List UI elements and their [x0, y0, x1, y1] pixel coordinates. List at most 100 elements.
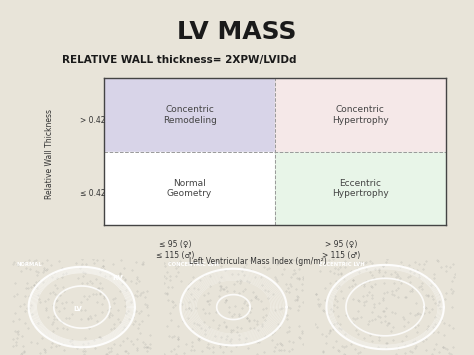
Point: [189, 343, 196, 349]
Point: [133, 337, 141, 342]
Text: > 95 (♀)
> 115 (♂): > 95 (♀) > 115 (♂): [322, 240, 360, 261]
Point: [84, 316, 92, 322]
Point: [193, 305, 201, 310]
Point: [349, 321, 357, 326]
Text: Normal
Geometry: Normal Geometry: [167, 179, 212, 198]
Text: LV: LV: [73, 306, 82, 312]
Point: [197, 277, 204, 283]
Point: [377, 320, 384, 325]
Point: [240, 301, 248, 306]
Point: [210, 344, 217, 350]
Point: [368, 296, 376, 301]
Point: [262, 312, 270, 317]
Point: [321, 285, 329, 291]
Point: [228, 271, 236, 277]
Point: [63, 326, 71, 332]
Point: [68, 300, 75, 305]
Point: [66, 338, 74, 344]
Point: [93, 258, 101, 263]
Point: [175, 343, 182, 349]
Point: [128, 278, 135, 284]
Point: [170, 304, 177, 310]
Point: [252, 274, 259, 279]
Point: [32, 257, 40, 263]
Point: [171, 334, 178, 339]
Point: [293, 275, 301, 280]
Point: [222, 336, 229, 342]
Point: [207, 284, 214, 289]
Point: [68, 337, 76, 343]
Point: [170, 299, 177, 305]
Point: [218, 263, 225, 268]
Point: [327, 306, 335, 311]
Point: [116, 271, 124, 277]
Point: [188, 307, 195, 313]
Point: [17, 268, 25, 274]
Point: [133, 347, 140, 353]
Point: [234, 271, 242, 277]
Point: [273, 341, 281, 346]
Point: [329, 326, 337, 332]
Point: [413, 267, 421, 273]
Point: [33, 340, 40, 345]
Point: [349, 296, 356, 301]
Point: [206, 297, 214, 302]
Point: [205, 311, 213, 316]
Point: [233, 329, 241, 334]
Point: [220, 286, 228, 291]
Point: [213, 309, 220, 315]
Point: [83, 296, 91, 302]
Point: [137, 291, 145, 296]
Bar: [275, 78, 446, 152]
Point: [21, 308, 28, 314]
Point: [206, 324, 213, 329]
Point: [289, 271, 296, 277]
Point: [394, 344, 402, 350]
Point: [48, 274, 55, 280]
Point: [114, 351, 121, 355]
Point: [13, 261, 21, 267]
Point: [79, 273, 87, 279]
Point: [430, 271, 438, 277]
Point: [195, 335, 203, 341]
Point: [409, 267, 417, 272]
Point: [184, 316, 191, 321]
Point: [288, 346, 296, 352]
Point: [285, 289, 293, 295]
Point: [360, 302, 368, 308]
Point: [299, 287, 306, 293]
Point: [20, 301, 27, 306]
Point: [369, 272, 376, 278]
Point: [354, 308, 362, 314]
Point: [277, 341, 284, 347]
Point: [371, 316, 379, 322]
Point: [292, 286, 300, 292]
Point: [375, 334, 383, 340]
Point: [68, 311, 75, 317]
Point: [53, 325, 61, 331]
Point: [161, 263, 169, 269]
Point: [32, 268, 39, 274]
Point: [82, 335, 89, 341]
Point: [93, 318, 100, 324]
Point: [336, 348, 343, 354]
Point: [368, 260, 376, 266]
Point: [26, 266, 33, 272]
Point: [59, 341, 67, 346]
Point: [296, 275, 303, 280]
Point: [419, 280, 426, 285]
Point: [341, 331, 349, 337]
Point: [34, 292, 42, 298]
Point: [11, 280, 19, 286]
Point: [293, 297, 301, 303]
Point: [254, 296, 262, 302]
Point: [86, 313, 93, 319]
Point: [141, 341, 148, 347]
Point: [133, 288, 140, 293]
Point: [392, 274, 400, 280]
Point: [205, 299, 212, 304]
Point: [183, 285, 191, 291]
Point: [100, 266, 108, 272]
Point: [221, 299, 228, 305]
Point: [68, 341, 75, 347]
